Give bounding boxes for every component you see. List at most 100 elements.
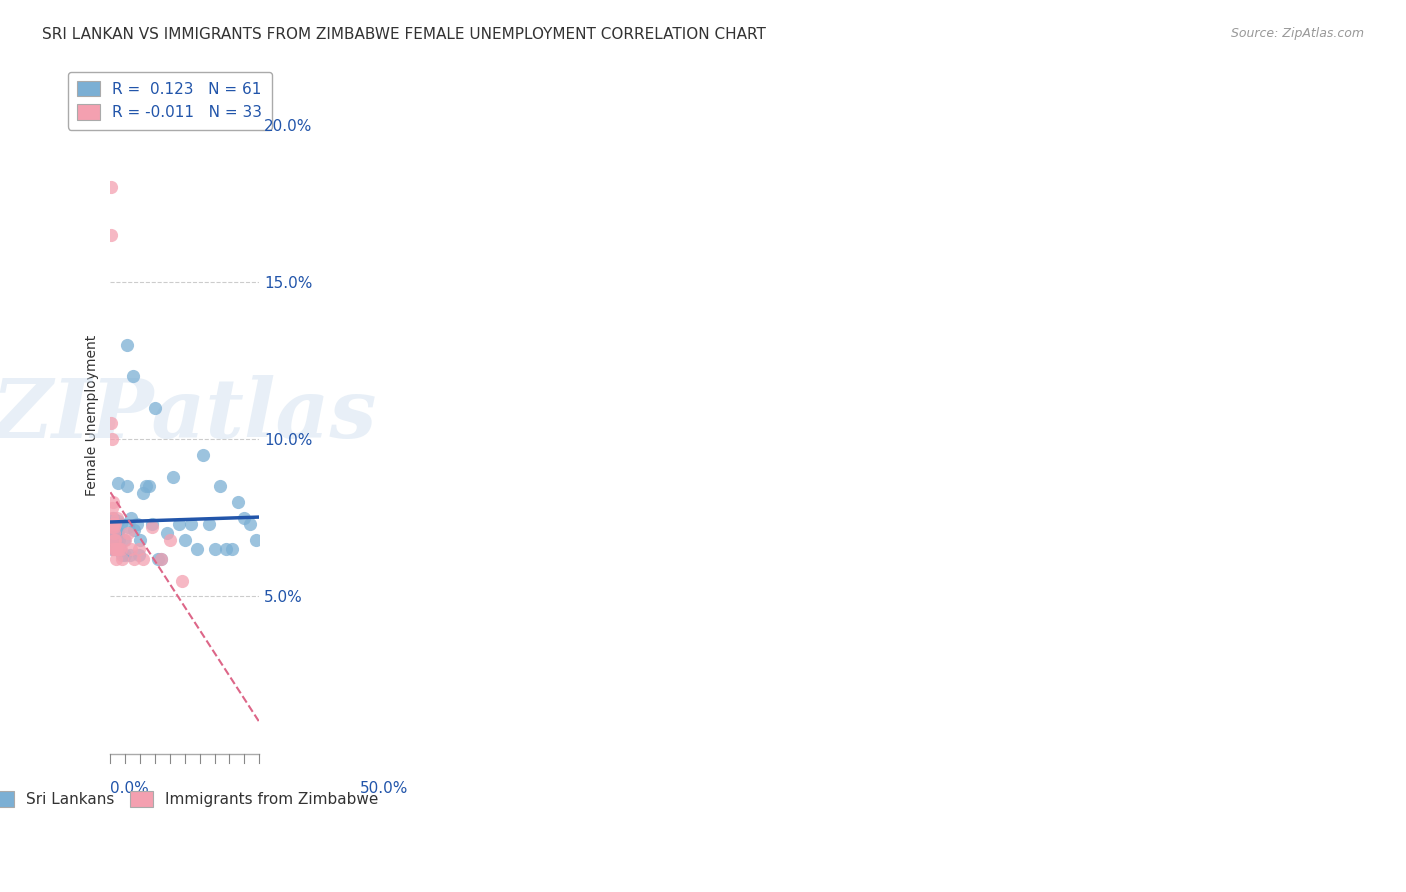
Point: [104, 542, 127, 557]
Point: [107, 514, 129, 528]
Point: [135, 479, 157, 493]
Point: [101, 501, 124, 516]
Point: [107, 542, 129, 557]
Text: SRI LANKAN VS IMMIGRANTS FROM ZIMBABWE FEMALE UNEMPLOYMENT CORRELATION CHART: SRI LANKAN VS IMMIGRANTS FROM ZIMBABWE F…: [42, 27, 766, 42]
Point: [101, 542, 124, 557]
Point: [245, 533, 267, 547]
Point: [100, 432, 122, 446]
Point: [101, 542, 124, 557]
Point: [105, 510, 128, 524]
Point: [103, 542, 125, 557]
Point: [100, 514, 122, 528]
Point: [101, 539, 124, 553]
Point: [101, 520, 124, 534]
Point: [239, 516, 262, 531]
Point: [103, 526, 125, 541]
Point: [101, 510, 124, 524]
Point: [120, 510, 142, 524]
Text: 0.0%: 0.0%: [111, 780, 149, 796]
Point: [111, 551, 134, 566]
Point: [108, 542, 131, 557]
Point: [112, 533, 135, 547]
Point: [104, 542, 127, 557]
Point: [111, 549, 134, 563]
Point: [221, 542, 243, 557]
Legend: Sri Lankans, Immigrants from Zimbabwe: Sri Lankans, Immigrants from Zimbabwe: [0, 785, 385, 814]
Point: [215, 542, 238, 557]
Point: [101, 520, 124, 534]
Point: [103, 516, 125, 531]
Point: [101, 526, 124, 541]
Point: [105, 526, 128, 541]
Point: [100, 227, 122, 242]
Point: [121, 369, 143, 384]
Point: [105, 551, 128, 566]
Point: [197, 516, 219, 531]
Point: [127, 516, 149, 531]
Point: [150, 551, 173, 566]
Text: ZIPatlas: ZIPatlas: [0, 376, 378, 456]
Point: [108, 542, 131, 557]
Point: [167, 516, 190, 531]
Point: [103, 510, 125, 524]
Point: [101, 530, 124, 544]
Point: [117, 520, 139, 534]
Point: [105, 533, 128, 547]
Point: [138, 479, 160, 493]
Point: [150, 551, 173, 566]
Point: [104, 523, 127, 537]
Point: [103, 533, 125, 547]
Point: [209, 479, 232, 493]
Point: [104, 516, 127, 531]
Point: [115, 337, 138, 351]
Text: Source: ZipAtlas.com: Source: ZipAtlas.com: [1230, 27, 1364, 40]
Point: [191, 448, 214, 462]
Point: [141, 516, 163, 531]
Point: [100, 523, 122, 537]
Point: [103, 530, 125, 544]
Point: [162, 470, 184, 484]
Point: [122, 551, 145, 566]
Point: [104, 526, 127, 541]
Point: [143, 401, 166, 415]
Point: [100, 417, 122, 431]
Point: [103, 533, 125, 547]
Point: [132, 551, 155, 566]
Point: [101, 495, 124, 509]
Point: [170, 574, 193, 588]
Point: [115, 479, 138, 493]
Point: [204, 542, 226, 557]
Point: [114, 533, 136, 547]
Point: [100, 180, 122, 194]
Point: [107, 526, 129, 541]
Point: [122, 523, 145, 537]
Y-axis label: Female Unemployment: Female Unemployment: [86, 334, 100, 496]
Point: [173, 533, 195, 547]
Point: [128, 542, 150, 557]
Point: [141, 520, 163, 534]
Point: [118, 549, 141, 563]
Point: [110, 542, 132, 557]
Point: [108, 533, 131, 547]
Point: [233, 510, 256, 524]
Point: [228, 495, 250, 509]
Point: [120, 542, 142, 557]
Point: [104, 533, 127, 547]
Text: 50.0%: 50.0%: [360, 780, 408, 796]
Point: [100, 533, 122, 547]
Point: [107, 476, 129, 491]
Point: [186, 542, 208, 557]
Point: [103, 520, 125, 534]
Point: [156, 526, 179, 541]
Point: [117, 526, 139, 541]
Point: [146, 551, 169, 566]
Point: [159, 533, 181, 547]
Point: [103, 516, 125, 531]
Point: [110, 516, 132, 531]
Point: [100, 516, 122, 531]
Point: [105, 536, 128, 550]
Point: [128, 549, 150, 563]
Point: [129, 533, 152, 547]
Point: [180, 516, 202, 531]
Point: [132, 485, 155, 500]
